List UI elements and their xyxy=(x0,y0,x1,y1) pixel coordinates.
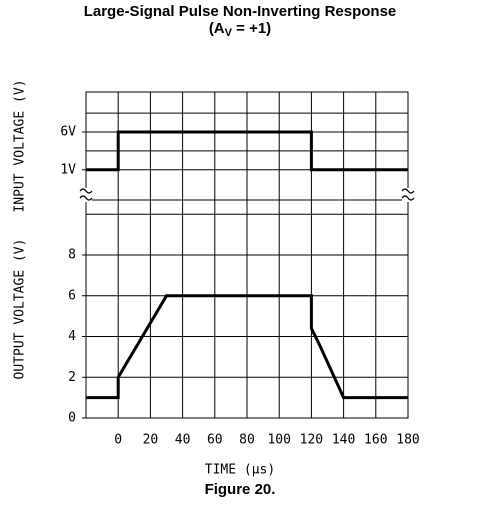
break-mask xyxy=(80,188,92,202)
y-tick-label: 6 xyxy=(68,288,76,303)
x-tick-label: 120 xyxy=(300,433,323,448)
axis-break xyxy=(401,188,415,201)
y-tick-label: 4 xyxy=(68,329,76,344)
y-axis-label: OUTPUT VOLTAGE (V) xyxy=(13,239,28,380)
subtitle-subscript: V xyxy=(225,27,233,39)
x-tick-label: 160 xyxy=(364,433,387,448)
x-tick-label: 180 xyxy=(396,433,419,448)
x-tick-label: 100 xyxy=(267,433,290,448)
y-tick-label: 1V xyxy=(60,162,76,177)
x-axis-label: TIME (μs) xyxy=(205,463,275,478)
x-tick-label: 20 xyxy=(143,433,159,448)
subtitle-part: = +1) xyxy=(232,20,271,37)
y-tick-label: 0 xyxy=(68,411,76,426)
caption: Figure 20. xyxy=(205,481,276,498)
x-tick-label: 60 xyxy=(207,433,223,448)
y-axis-label: INPUT VOLTAGE (V) xyxy=(13,79,28,212)
x-tick-label: 40 xyxy=(175,433,191,448)
chart-title: Large-Signal Pulse Non-Inverting Respons… xyxy=(84,3,397,20)
break-mask xyxy=(402,188,414,202)
axis-break xyxy=(79,188,93,201)
y-tick-label: 8 xyxy=(68,248,76,263)
x-tick-label: 140 xyxy=(332,433,355,448)
x-tick-label: 0 xyxy=(114,433,122,448)
y-tick-label: 2 xyxy=(68,370,76,385)
x-tick-label: 80 xyxy=(239,433,255,448)
data-line xyxy=(86,130,408,172)
subtitle-part: (A xyxy=(209,20,225,37)
chart-subtitle: (AV = +1) xyxy=(209,20,271,39)
y-tick-label: 6V xyxy=(60,125,76,140)
data-line xyxy=(86,294,408,400)
